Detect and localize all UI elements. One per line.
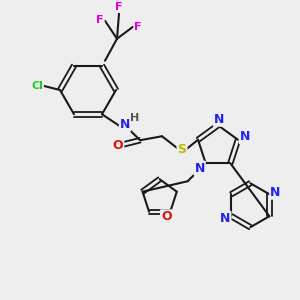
Text: F: F	[96, 15, 104, 25]
Text: N: N	[120, 118, 130, 131]
Text: F: F	[134, 22, 142, 32]
Text: N: N	[194, 162, 205, 175]
Text: O: O	[113, 139, 123, 152]
Text: N: N	[240, 130, 250, 143]
Text: N: N	[220, 212, 230, 225]
Text: N: N	[270, 186, 280, 199]
Text: S: S	[178, 143, 187, 156]
Text: O: O	[161, 210, 172, 223]
Text: Cl: Cl	[31, 81, 43, 91]
Text: F: F	[115, 2, 123, 12]
Text: H: H	[130, 113, 140, 123]
Text: N: N	[214, 113, 224, 126]
